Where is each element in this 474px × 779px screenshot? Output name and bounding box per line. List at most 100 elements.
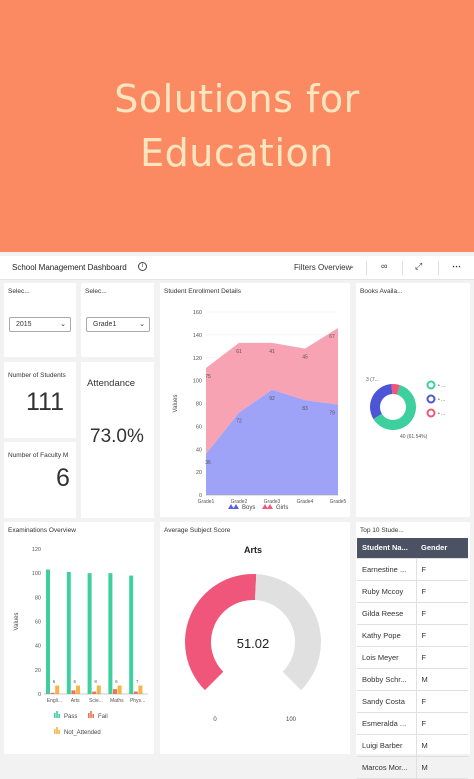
avg-score-title: Average Subject Score <box>164 527 231 534</box>
table-row[interactable]: Ruby Mccoy F <box>357 580 468 603</box>
top10-table: Student Na... Gender Earnestine ... F Ruby… <box>357 538 468 779</box>
legend-icon <box>58 714 60 718</box>
books-card: Books Availa... 40 (61.54%) 3 (7... • ... •… <box>356 283 470 517</box>
gender-cell: F <box>416 624 468 647</box>
legend-icon <box>54 713 56 718</box>
exams-card: Examinations Overview 0 20 40 60 80 100 120 6 En… <box>4 522 154 754</box>
gender-cell: M <box>416 668 468 691</box>
attendance-title: Attendance <box>87 378 136 389</box>
table-row[interactable]: Lois Meyer F <box>357 646 468 669</box>
avg-score-card: Average Subject Score Arts 51.02 0 100 <box>160 522 350 754</box>
legend-label: Fail <box>98 714 108 720</box>
boys-data-label: 79 <box>329 411 335 417</box>
legend-label: • ... <box>438 383 445 389</box>
x-tick-label: Scie... <box>89 698 103 704</box>
table-row[interactable]: Earnestine ... F <box>357 558 468 581</box>
faculty-title: Number of Faculty M <box>8 452 69 459</box>
column-header-student-name[interactable]: Student Na... <box>357 538 416 559</box>
table-row[interactable]: Kathy Pope F <box>357 624 468 647</box>
year-filter-card: Selec... 2015 ⌄ <box>4 283 76 357</box>
x-tick-label: Phys... <box>130 698 145 704</box>
exam-bar <box>108 573 113 694</box>
student-name-cell: Gilda Reese <box>357 602 417 625</box>
y-axis-label: Values <box>173 395 179 413</box>
expand-icon[interactable]: ⤢ <box>415 261 423 271</box>
exam-bar <box>87 573 92 694</box>
legend-icon <box>426 408 436 418</box>
glasses-icon[interactable]: ∞ <box>381 261 388 271</box>
y-tick-label: 40 <box>35 644 41 650</box>
legend-icon <box>92 714 94 718</box>
toolbar-divider <box>366 261 367 275</box>
boys-data-label: 36 <box>205 460 211 466</box>
slice-label: 40 (61.54%) <box>400 434 428 440</box>
exam-bar <box>66 571 71 694</box>
legend-label: • ... <box>438 411 445 417</box>
attendance-value: 73.0% <box>90 426 144 447</box>
top10-title: Top 10 Stude... <box>360 527 404 534</box>
attendance-card: Attendance 73.0% <box>81 362 154 518</box>
donut-slice <box>370 384 393 419</box>
legend-icon <box>426 380 436 390</box>
exam-bar <box>92 691 97 694</box>
enrollment-card: Student Enrollment Details 0 20 40 60 80 100 1… <box>160 283 350 517</box>
girls-legend-icon <box>262 504 273 509</box>
hero-banner: Solutions for Education <box>0 0 474 252</box>
table-row[interactable]: Marcos Mor... M <box>357 756 468 779</box>
girls-data-label: 67 <box>329 334 335 340</box>
avg-score-gauge: Arts 51.02 0 100 <box>185 545 321 723</box>
student-name-cell: Lois Meyer <box>357 646 417 669</box>
gauge-value-label: 51.02 <box>237 636 270 651</box>
dashboard-title: School Management Dashboard <box>12 263 127 272</box>
info-icon[interactable]: i <box>138 262 147 271</box>
bar-data-label: 7 <box>136 679 139 684</box>
y-tick-label: 120 <box>32 547 41 553</box>
gender-cell: F <box>416 602 468 625</box>
students-title: Number of Students <box>8 372 66 379</box>
bar-data-label: 6 <box>53 679 56 684</box>
table-row[interactable]: Sandy Costa F <box>357 690 468 713</box>
y-tick-label: 0 <box>38 692 41 698</box>
legend-icon <box>56 727 58 734</box>
legend-icon <box>58 730 60 734</box>
more-icon[interactable]: ⋯ <box>452 261 461 271</box>
y-tick-label: 20 <box>196 470 202 476</box>
y-tick-label: 80 <box>35 595 41 601</box>
student-name-cell: Marcos Mor... <box>357 756 417 779</box>
chevron-down-icon: ⌄ <box>139 321 145 328</box>
hero-title-line2: Education <box>140 131 334 175</box>
girls-data-label: 45 <box>302 355 308 361</box>
books-chart: 40 (61.54%) 3 (7... • ... • ... • ... <box>366 377 445 440</box>
exam-bar <box>117 685 122 694</box>
bar-data-label: 8 <box>94 679 97 684</box>
boys-data-label: 72 <box>236 419 242 425</box>
year-select[interactable]: 2015 ⌄ <box>9 317 71 332</box>
column-header-gender[interactable]: Gender <box>416 538 468 559</box>
table-row[interactable]: Bobby Schr... M <box>357 668 468 691</box>
faculty-card: Number of Faculty M 6 <box>4 442 76 518</box>
exam-bar <box>96 685 101 694</box>
filters-overview-button[interactable]: Filters Overview <box>294 263 352 272</box>
y-tick-label: 80 <box>196 402 202 408</box>
toolbar-divider <box>402 261 403 275</box>
y-tick-label: 40 <box>196 447 202 453</box>
table-row[interactable]: Gilda Reese F <box>357 602 468 625</box>
legend-label: Not_Attended <box>64 730 101 736</box>
boys-legend-icon <box>228 504 239 509</box>
students-count: 111 <box>26 388 65 416</box>
table-row[interactable]: Luigi Barber M <box>357 734 468 757</box>
gender-cell: F <box>416 690 468 713</box>
hero-title-line1: Solutions for <box>114 77 360 121</box>
girls-data-label: 41 <box>269 349 275 355</box>
exams-title: Examinations Overview <box>8 527 76 534</box>
table-row[interactable]: Esmeralda ... F <box>357 712 468 735</box>
y-tick-label: 140 <box>193 333 202 339</box>
x-tick-label: Arts <box>71 698 80 704</box>
student-name-cell: Ruby Mccoy <box>357 580 417 603</box>
grade-select[interactable]: Grade1 ⌄ <box>86 317 150 332</box>
gauge-max-label: 100 <box>286 717 297 723</box>
legend-icon <box>90 711 92 718</box>
chevron-down-icon[interactable]: ⌄ <box>349 263 355 270</box>
gender-cell: M <box>416 756 468 779</box>
x-tick-label: Grade3 <box>264 499 281 505</box>
